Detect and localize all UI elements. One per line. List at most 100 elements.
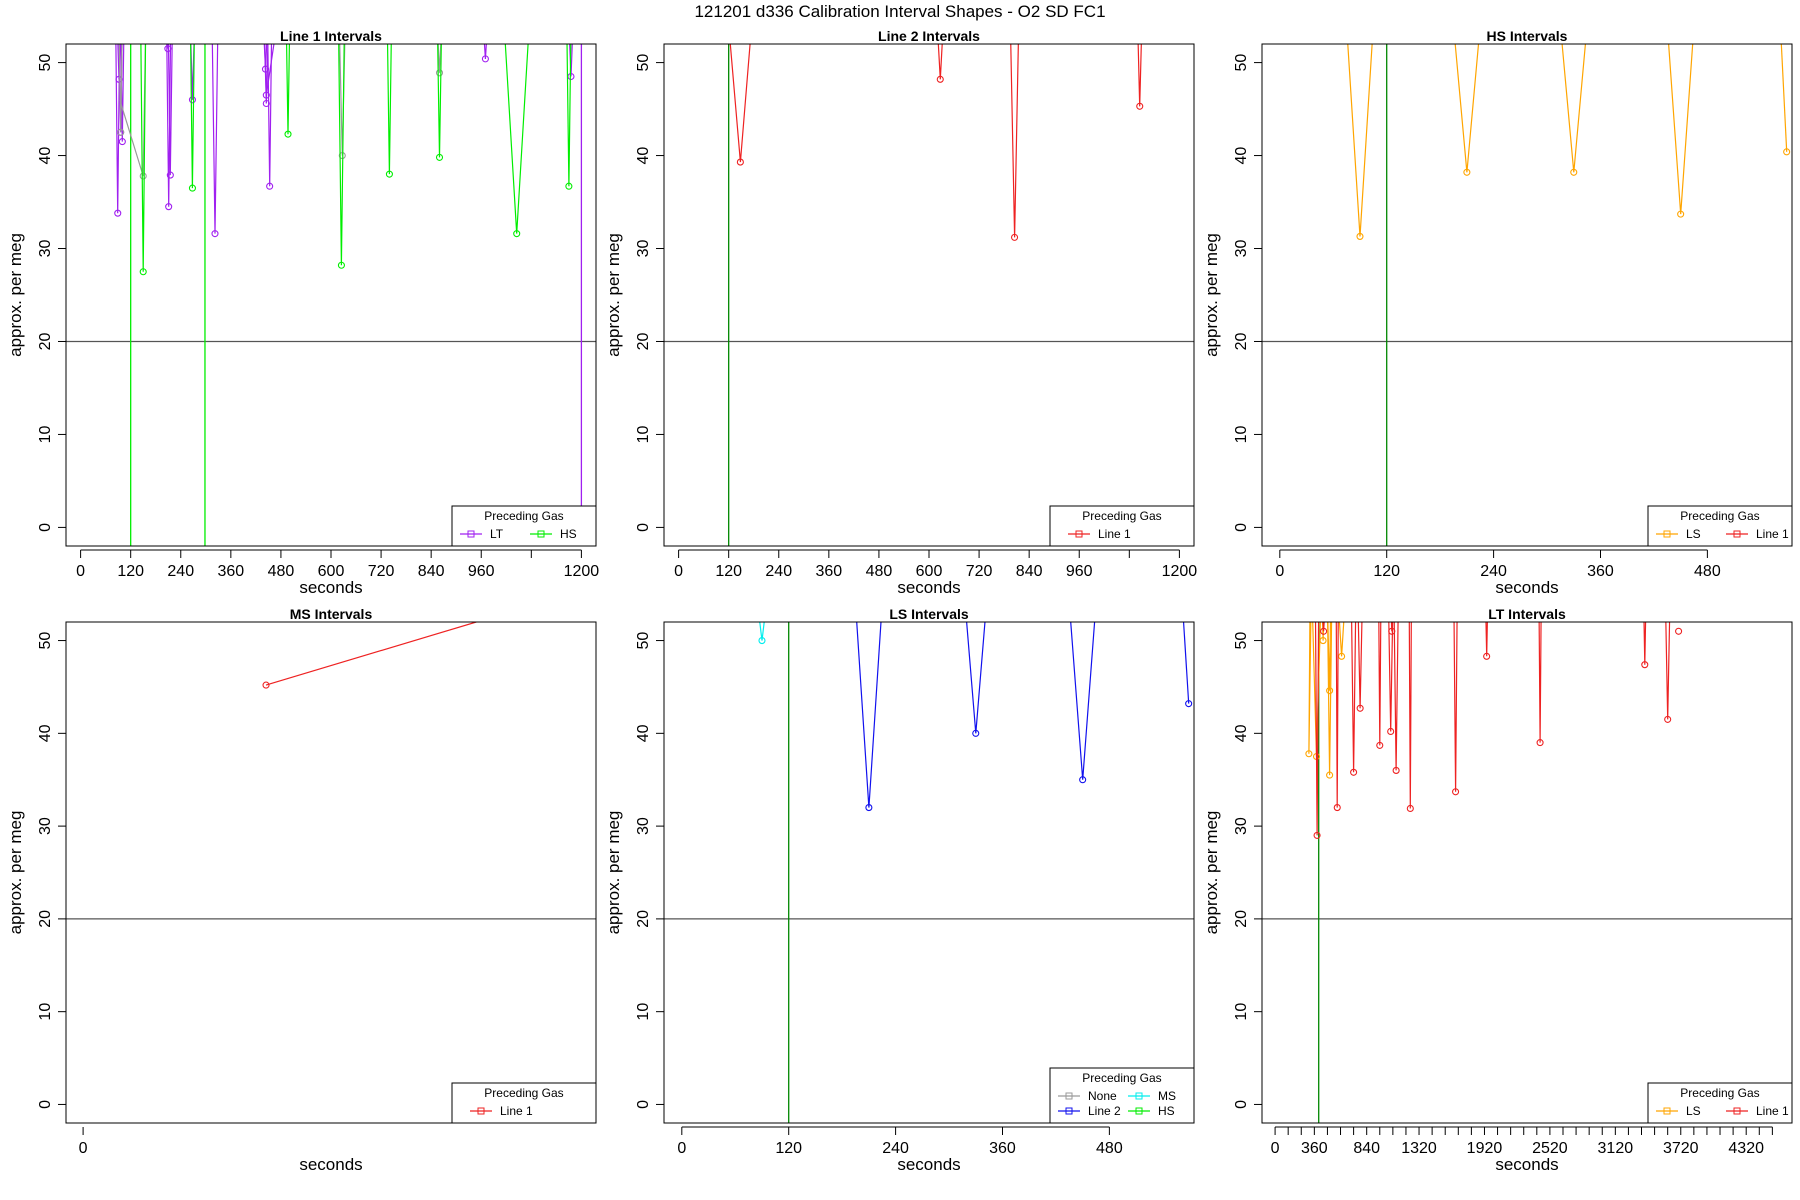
chart-1-xtick-label: 720 xyxy=(966,563,993,580)
chart-0-series-line xyxy=(166,44,169,49)
chart-5-series-line xyxy=(1485,622,1488,657)
chart-0-point xyxy=(385,170,393,178)
chart-0-series-line xyxy=(566,44,572,187)
chart-5-legend-label: Line 1 xyxy=(1756,1104,1789,1118)
chart-2-ytick-label: 20 xyxy=(1233,332,1250,350)
chart-4-point xyxy=(758,637,766,645)
chart-0-xlabel: seconds xyxy=(299,578,362,597)
chart-4-frame xyxy=(663,621,1195,1124)
chart-5-legend-label: LS xyxy=(1686,1104,1701,1118)
chart-5-series-line xyxy=(1393,622,1399,771)
chart-4-legend-label: None xyxy=(1088,1089,1117,1103)
chart-5-xtick-label: 1320 xyxy=(1401,1140,1437,1157)
chart-5-series-line xyxy=(1388,622,1394,732)
chart-0-ytick-label: 10 xyxy=(37,425,54,443)
chart-5-series-line xyxy=(1322,622,1325,632)
chart-4-legend-swatch-marker xyxy=(1065,1107,1073,1115)
chart-2-series-line xyxy=(1347,44,1373,237)
chart-0-legend-title: Preceding Gas xyxy=(484,509,563,523)
chart-4-plot-area xyxy=(664,622,1194,1123)
chart-0-point xyxy=(337,261,345,269)
chart-5-ytick-label: 10 xyxy=(1233,1003,1250,1021)
chart-3-ytick-label: 50 xyxy=(37,632,54,650)
chart-0-point xyxy=(435,69,444,77)
chart-5-xtick-label: 360 xyxy=(1301,1140,1328,1157)
chart-4-xtick-label: 240 xyxy=(882,1140,909,1157)
chart-2-ytick-label: 10 xyxy=(1233,425,1250,443)
chart-0-series-line xyxy=(140,44,147,272)
chart-0-series-line xyxy=(504,44,529,234)
chart-5-series-line xyxy=(1643,622,1647,665)
chart-0-series-line xyxy=(211,44,219,234)
chart-5-point xyxy=(1350,768,1358,776)
chart-4-series-line xyxy=(759,622,765,641)
chart-0-xtick-label: 0 xyxy=(76,563,85,580)
chart-1-series-line xyxy=(1137,44,1142,107)
chart-5-point xyxy=(1452,788,1460,796)
chart-4-xlabel: seconds xyxy=(897,1155,960,1174)
chart-3-legend-label: Line 1 xyxy=(500,1104,533,1118)
chart-2-legend-label: LS xyxy=(1686,527,1701,541)
chart-5-point xyxy=(1641,661,1649,669)
chart-0-series-line xyxy=(285,44,291,135)
chart-5-series-line xyxy=(1453,622,1458,792)
chart-5-plot-area xyxy=(1262,622,1792,1123)
chart-5-point xyxy=(1675,627,1683,635)
chart-1-title: Line 2 Intervals xyxy=(878,28,980,44)
chart-3-point xyxy=(262,681,270,689)
chart-4-ytick-label: 50 xyxy=(635,632,652,650)
chart-2-ytick-label: 40 xyxy=(1233,147,1250,165)
chart-2-ytick-label: 0 xyxy=(1233,523,1250,532)
chart-4-ytick-label: 40 xyxy=(635,724,652,742)
chart-0-series-line xyxy=(167,44,173,176)
chart-5-series-line xyxy=(1665,622,1671,720)
chart-4-ylabel: approx. per meg xyxy=(604,811,623,935)
chart-2-point xyxy=(1463,168,1471,176)
chart-2-legend-swatch-marker xyxy=(1733,530,1741,538)
chart-3-series-line xyxy=(265,622,477,686)
chart-5-point xyxy=(1376,741,1384,749)
chart-1-xlabel: seconds xyxy=(897,578,960,597)
chart-1-legend xyxy=(1049,505,1195,547)
chart-5-series-line xyxy=(1538,622,1542,743)
chart-3-legend-swatch-marker xyxy=(477,1107,485,1115)
chart-3-ytick-label: 10 xyxy=(37,1003,54,1021)
chart-3-ylabel: approx. per meg xyxy=(6,811,25,935)
chart-0-ytick-label: 30 xyxy=(37,240,54,258)
chart-0-point xyxy=(139,172,147,180)
chart-5-point xyxy=(1664,715,1672,723)
panel-line2: Line 2 Intervals seconds approx. per meg 0 1… xyxy=(604,28,1197,597)
chart-1-point xyxy=(736,158,744,166)
chart-0-series-line xyxy=(264,44,275,96)
chart-0-point xyxy=(117,128,125,136)
chart-0-point xyxy=(166,171,174,179)
chart-4-point xyxy=(972,729,980,737)
chart-2-point xyxy=(1356,232,1364,240)
chart-0-ytick-label: 50 xyxy=(37,54,54,72)
chart-2-title: HS Intervals xyxy=(1487,28,1568,44)
chart-0-series-line xyxy=(386,44,392,175)
chart-4-ytick-label: 10 xyxy=(635,1003,652,1021)
chart-5-xtick-label: 2520 xyxy=(1532,1140,1568,1157)
chart-5-series-line xyxy=(1357,622,1363,709)
panel-ms: MS Intervals seconds approx. per meg 0 10 20 3… xyxy=(6,606,597,1174)
chart-0-xtick-label: 840 xyxy=(418,563,445,580)
chart-3-ytick-label: 20 xyxy=(37,910,54,928)
chart-4-point xyxy=(1079,776,1087,784)
chart-1-xtick-label: 480 xyxy=(866,563,893,580)
chart-3-xtick-label: 0 xyxy=(79,1140,88,1157)
chart-2-legend xyxy=(1647,505,1793,547)
chart-5-title: LT Intervals xyxy=(1488,606,1566,622)
chart-0-legend xyxy=(451,505,597,547)
chart-5-xtick-label: 3120 xyxy=(1598,1140,1634,1157)
chart-1-ytick-label: 20 xyxy=(635,332,652,350)
chart-5-series-line xyxy=(1321,622,1325,641)
chart-2-legend-swatch-marker xyxy=(1663,530,1671,538)
chart-4-series-line xyxy=(966,622,986,734)
chart-0-series-line xyxy=(118,44,123,133)
chart-2-xtick-label: 240 xyxy=(1480,563,1507,580)
chart-5-series-line xyxy=(1351,622,1357,773)
chart-0-plot-area xyxy=(66,44,596,546)
chart-3-plot-area xyxy=(66,622,596,1123)
